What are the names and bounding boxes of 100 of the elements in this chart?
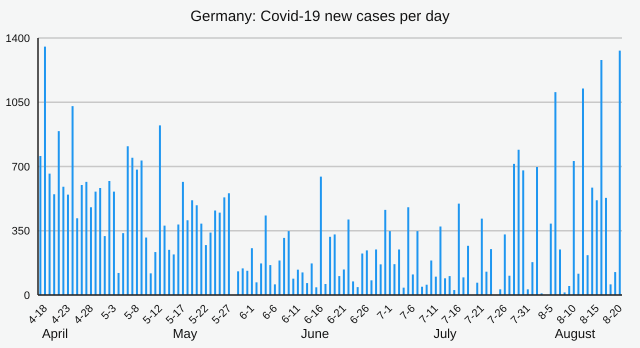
bar — [168, 250, 170, 295]
bar — [384, 210, 386, 295]
bar — [412, 274, 414, 295]
bar — [600, 60, 602, 295]
bar — [191, 200, 194, 295]
x-tick-label: 7-1 — [375, 302, 395, 322]
bar — [306, 283, 308, 295]
bar — [218, 212, 221, 295]
bar — [140, 160, 143, 295]
bar — [591, 188, 594, 295]
bar — [398, 249, 400, 295]
bar — [214, 210, 216, 295]
bar — [126, 146, 129, 295]
bar — [44, 46, 46, 295]
bar — [48, 174, 51, 295]
bar — [53, 194, 56, 295]
bar — [582, 88, 584, 295]
bar — [324, 284, 326, 295]
bar — [356, 287, 359, 295]
bar — [522, 170, 524, 295]
bar — [366, 250, 368, 295]
x-tick-label: 7-26 — [486, 302, 510, 327]
bar — [186, 220, 189, 295]
bar — [393, 264, 396, 295]
y-tick-label: 0 — [24, 290, 30, 302]
bar — [301, 272, 304, 295]
bar — [531, 262, 534, 295]
bar — [223, 197, 226, 295]
bar — [158, 125, 161, 295]
bar — [58, 131, 60, 295]
bar — [256, 282, 258, 295]
y-tick-label: 350 — [12, 226, 30, 238]
bar — [426, 284, 428, 295]
bar — [182, 182, 184, 295]
chart-title: Germany: Covid-19 new cases per day — [189, 8, 451, 25]
x-tick-label: 7-11 — [417, 302, 441, 326]
bar — [480, 218, 483, 295]
bar — [490, 249, 492, 295]
bar — [462, 277, 464, 295]
bar — [283, 238, 286, 295]
text: June — [300, 326, 330, 341]
text: April — [40, 326, 69, 341]
bar — [402, 288, 405, 295]
y-tick-label: 1400 — [6, 32, 30, 45]
bar — [518, 150, 520, 295]
bar — [90, 207, 92, 295]
bar — [416, 231, 418, 295]
bar — [104, 236, 106, 295]
bar — [228, 193, 230, 295]
bar — [430, 260, 432, 295]
bar — [320, 176, 322, 295]
bar — [76, 218, 78, 295]
bar — [352, 281, 354, 295]
bar — [370, 280, 372, 295]
bar — [108, 181, 110, 295]
bar — [310, 263, 313, 295]
bar — [604, 198, 607, 295]
bar — [264, 216, 267, 295]
bar — [554, 92, 556, 295]
bar — [72, 106, 74, 295]
bar — [118, 272, 120, 295]
bar — [513, 164, 516, 295]
bar — [458, 204, 460, 295]
bar — [508, 276, 510, 295]
bar — [329, 236, 332, 295]
x-tick-label: 7-31 — [508, 302, 533, 327]
x-tick-label: 7-16 — [440, 302, 464, 327]
bar — [66, 194, 69, 295]
bar — [434, 276, 437, 295]
bar — [421, 286, 424, 295]
bar — [334, 234, 336, 295]
x-tick-label: 7-21 — [462, 302, 487, 327]
bar — [278, 260, 280, 295]
bar — [260, 263, 262, 295]
bar — [407, 207, 410, 295]
text: May — [172, 326, 198, 341]
bar — [39, 156, 42, 295]
bar — [586, 255, 589, 295]
bar — [145, 238, 148, 295]
bar — [338, 276, 340, 295]
bar — [444, 278, 446, 295]
bar — [246, 270, 248, 295]
bar — [375, 249, 378, 295]
bar — [274, 284, 276, 295]
bar — [80, 185, 83, 295]
bar — [269, 265, 272, 295]
bar — [292, 278, 294, 295]
bar — [62, 186, 64, 295]
bar — [614, 272, 616, 295]
x-tick-label: 8-10 — [554, 302, 579, 327]
bar — [296, 270, 299, 295]
bar — [94, 192, 97, 295]
bar — [200, 224, 202, 295]
x-tick-label: 6-21 — [324, 302, 349, 327]
bar — [596, 200, 598, 295]
bar — [112, 192, 115, 295]
bar — [131, 158, 134, 295]
bar — [177, 224, 180, 295]
bar — [453, 290, 456, 295]
bar — [315, 287, 318, 295]
